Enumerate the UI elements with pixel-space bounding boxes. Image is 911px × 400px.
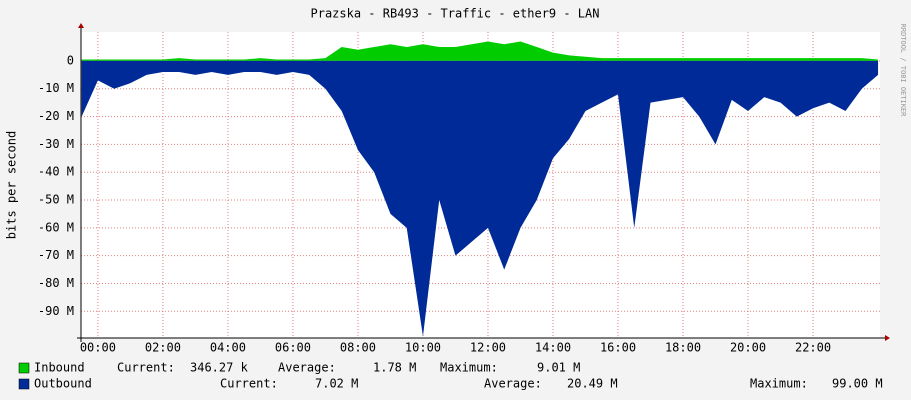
x-tick-label: 14:00 [535, 341, 571, 355]
x-tick-label: 16:00 [600, 341, 636, 355]
x-tick-label: 20:00 [730, 341, 766, 355]
x-tick-label: 04:00 [210, 341, 246, 355]
legend-label: Outbound [34, 377, 92, 391]
y-tick-label: 0 [67, 53, 74, 67]
legend-stat-label: Current: [117, 361, 175, 375]
y-tick-label: -10 M [38, 81, 74, 95]
watermark: RRDTOOL / TOBI OETIKER [899, 24, 907, 118]
legend-stat-label: Current: [220, 377, 278, 391]
y-tick-label: -80 M [38, 276, 74, 290]
x-tick-label: 02:00 [145, 341, 181, 355]
area [81, 60, 879, 337]
legend-swatch [18, 362, 30, 374]
legend-swatch [18, 378, 30, 390]
legend-stat-value: 9.01 M [537, 361, 580, 375]
y-tick-label: -60 M [38, 220, 74, 234]
y-tick-label: -90 M [38, 304, 74, 318]
x-tick-label: 22:00 [795, 341, 831, 355]
y-tick-label: -30 M [38, 137, 74, 151]
legend-stat-label: Maximum: [750, 377, 808, 391]
legend-label: Inbound [34, 361, 85, 375]
legend-stat-value: 20.49 M [567, 377, 618, 391]
plot [81, 41, 879, 337]
x-tick-label: 18:00 [665, 341, 701, 355]
legend-stat-value: 99.00 M [832, 377, 883, 391]
legend-stat-value: 1.78 M [373, 361, 416, 375]
legend-stat-label: Average: [278, 361, 336, 375]
legend-stat-label: Average: [484, 377, 542, 391]
legend-stat-label: Maximum: [440, 361, 498, 375]
y-axis-label: bits per second [5, 131, 19, 239]
legend-stat-value: 7.02 M [315, 377, 358, 391]
x-tick-label: 08:00 [340, 341, 376, 355]
legend: Inbound Current: 346.27 k Average: 1.78 M Max… [18, 361, 883, 391]
x-tick-label: 10:00 [405, 341, 441, 355]
y-tick-label: -50 M [38, 193, 74, 207]
y-tick-label: -40 M [38, 165, 74, 179]
x-tick-label: 12:00 [470, 341, 506, 355]
legend-stat-value: 346.27 k [190, 361, 249, 375]
y-axis-arrow [78, 23, 84, 28]
chart-title: Prazska - RB493 - Traffic - ether9 - LAN [311, 7, 600, 21]
y-tick-label: -70 M [38, 248, 74, 262]
area [81, 41, 879, 61]
x-axis-arrow [885, 335, 890, 341]
x-tick-label: 06:00 [275, 341, 311, 355]
x-tick-label: 00:00 [80, 341, 116, 355]
y-tick-label: -20 M [38, 109, 74, 123]
